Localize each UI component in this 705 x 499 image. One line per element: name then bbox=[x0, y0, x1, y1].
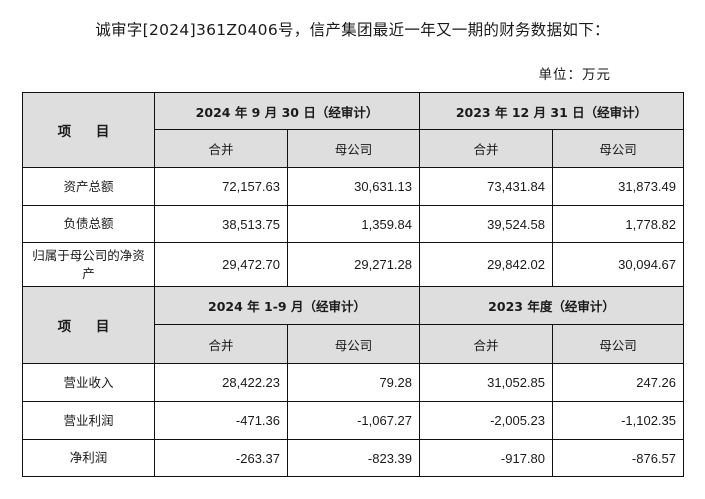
table-row: 营业利润 -471.36 -1,067.27 -2,005.23 -1,102.… bbox=[22, 401, 684, 440]
table-row: 营业收入 28,422.23 79.28 31,052.85 247.26 bbox=[22, 363, 684, 402]
table-cell: 247.26 bbox=[552, 363, 684, 402]
table-cell: 31,052.85 bbox=[419, 363, 553, 402]
table-cell: -917.80 bbox=[419, 439, 553, 477]
balance-period-2023: 2023 年 12 月 31 日（经审计） bbox=[419, 92, 684, 130]
row-label: 负债总额 bbox=[22, 205, 155, 243]
income-period-2024: 2024 年 1-9 月（经审计） bbox=[154, 286, 420, 325]
row-label: 营业收入 bbox=[22, 363, 155, 402]
table-cell: 29,271.28 bbox=[287, 242, 420, 287]
subheader-consolidated: 合并 bbox=[419, 129, 553, 168]
income-item-header: 项 目 bbox=[22, 286, 155, 364]
intro-text: 诚审字[2024]361Z0406号，信产集团最近一年又一期的财务数据如下： bbox=[95, 21, 610, 39]
table-cell: 31,873.49 bbox=[552, 167, 684, 206]
table-cell: 30,631.13 bbox=[287, 167, 420, 206]
table-cell: 29,472.70 bbox=[154, 242, 288, 287]
row-label: 营业利润 bbox=[22, 401, 155, 440]
table-cell: 38,513.75 bbox=[154, 205, 288, 243]
subheader-consolidated: 合并 bbox=[154, 324, 288, 364]
table-cell: -263.37 bbox=[154, 439, 288, 477]
table-row: 归属于母公司的净资产 29,472.70 29,271.28 29,842.02… bbox=[22, 242, 684, 287]
financial-data-table: 项 目 2024 年 9 月 30 日（经审计） 2023 年 12 月 31 … bbox=[22, 92, 684, 477]
table-cell: -876.57 bbox=[552, 439, 684, 477]
table-cell: -1,102.35 bbox=[552, 401, 684, 440]
table-cell: -471.36 bbox=[154, 401, 288, 440]
table-cell: 30,094.67 bbox=[552, 242, 684, 287]
balance-item-header: 项 目 bbox=[22, 92, 155, 168]
income-period-2023: 2023 年度（经审计） bbox=[419, 286, 684, 325]
row-label: 资产总额 bbox=[22, 167, 155, 206]
table-cell: -2,005.23 bbox=[419, 401, 553, 440]
row-label: 净利润 bbox=[22, 439, 155, 477]
table-cell: 1,778.82 bbox=[552, 205, 684, 243]
table-cell: 39,524.58 bbox=[419, 205, 553, 243]
subheader-parent: 母公司 bbox=[552, 129, 684, 168]
table-cell: 28,422.23 bbox=[154, 363, 288, 402]
subheader-parent: 母公司 bbox=[552, 324, 684, 364]
table-cell: 73,431.84 bbox=[419, 167, 553, 206]
table-row: 净利润 -263.37 -823.39 -917.80 -876.57 bbox=[22, 439, 684, 477]
table-cell: 1,359.84 bbox=[287, 205, 420, 243]
table-cell: 72,157.63 bbox=[154, 167, 288, 206]
table-cell: 29,842.02 bbox=[419, 242, 553, 287]
table-row: 资产总额 72,157.63 30,631.13 73,431.84 31,87… bbox=[22, 167, 684, 206]
table-row: 负债总额 38,513.75 1,359.84 39,524.58 1,778.… bbox=[22, 205, 684, 243]
balance-period-2024: 2024 年 9 月 30 日（经审计） bbox=[154, 92, 420, 130]
income-subheader-row: 合并 母公司 合并 母公司 bbox=[23, 324, 684, 364]
subheader-consolidated: 合并 bbox=[419, 324, 553, 364]
subheader-parent: 母公司 bbox=[287, 324, 420, 364]
subheader-parent: 母公司 bbox=[287, 129, 420, 168]
income-header-row: 项 目 2024 年 1-9 月（经审计） 2023 年度（经审计） bbox=[22, 286, 684, 364]
unit-label: 单位：万元 bbox=[538, 67, 611, 83]
row-label: 归属于母公司的净资产 bbox=[22, 242, 155, 287]
subheader-consolidated: 合并 bbox=[154, 129, 288, 168]
balance-subheader-row: 合并 母公司 合并 母公司 bbox=[23, 129, 684, 168]
table-cell: 79.28 bbox=[287, 363, 420, 402]
table-cell: -1,067.27 bbox=[287, 401, 420, 440]
balance-header-row: 项 目 2024 年 9 月 30 日（经审计） 2023 年 12 月 31 … bbox=[22, 92, 684, 168]
table-cell: -823.39 bbox=[287, 439, 420, 477]
